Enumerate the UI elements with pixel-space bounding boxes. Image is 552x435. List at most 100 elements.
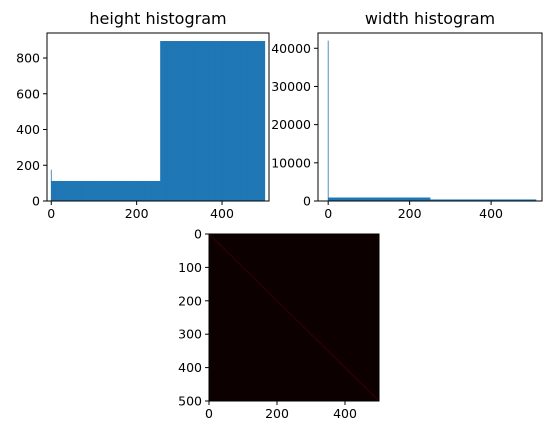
histogram-bar <box>103 180 105 201</box>
histogram-bar <box>416 197 417 201</box>
histogram-bar <box>249 41 251 201</box>
histogram-bar <box>238 41 240 201</box>
histogram-bar <box>168 41 170 201</box>
histogram-bar <box>187 41 189 201</box>
histogram-bar <box>362 197 364 201</box>
histogram-bar <box>90 180 91 201</box>
histogram-bar <box>230 41 231 201</box>
histogram-bar <box>70 180 71 201</box>
histogram-bar <box>182 41 184 201</box>
histogram-bar <box>160 41 161 201</box>
histogram-bar <box>447 199 449 201</box>
histogram-bar <box>235 41 237 201</box>
histogram-bar <box>179 41 181 201</box>
histogram-bar <box>174 41 176 201</box>
histogram-bar <box>215 41 217 201</box>
histogram-bar <box>372 197 373 201</box>
histogram-bar <box>93 180 94 201</box>
histogram-bar <box>439 199 441 201</box>
histogram-bar <box>388 197 389 201</box>
histogram-bar <box>146 180 148 201</box>
histogram-bar <box>411 197 413 201</box>
histogram-bar <box>383 197 385 201</box>
histogram-bar <box>509 199 511 201</box>
histogram-bar <box>483 199 485 201</box>
histogram-bar <box>260 41 261 201</box>
histogram-bar <box>412 197 414 201</box>
histogram-bar <box>393 197 395 201</box>
histogram-bar <box>58 180 60 201</box>
histogram-bar <box>84 180 86 201</box>
histogram-bar <box>522 199 523 201</box>
histogram-bar <box>235 41 237 201</box>
histogram-bar <box>353 197 355 201</box>
histogram-bar <box>213 41 215 201</box>
histogram-bar <box>351 197 353 201</box>
histogram-bar <box>384 197 386 201</box>
histogram-bar <box>211 41 213 201</box>
histogram-bar <box>137 180 139 201</box>
histogram-bar <box>118 180 120 201</box>
histogram-bar <box>394 197 396 201</box>
histogram-bar <box>335 197 337 201</box>
histogram-bar <box>127 180 129 201</box>
histogram-bar <box>403 197 405 201</box>
histogram-bar <box>158 180 160 201</box>
histogram-bar <box>340 197 342 201</box>
histogram-bar <box>88 180 89 201</box>
histogram-bar <box>58 180 60 201</box>
histogram-bar <box>54 180 56 201</box>
histogram-bar <box>135 180 137 201</box>
histogram-bar <box>523 199 525 201</box>
histogram-bar <box>359 197 360 201</box>
histogram-bar <box>387 197 389 201</box>
histogram-bar <box>493 199 495 201</box>
histogram-bar <box>408 197 410 201</box>
histogram-bar <box>206 41 208 201</box>
histogram-bar <box>61 180 63 201</box>
histogram-bar <box>260 41 262 201</box>
histogram-bar <box>422 197 424 201</box>
histogram-bar <box>134 180 135 201</box>
histogram-bar <box>346 197 347 201</box>
histogram-bar <box>121 180 123 201</box>
histogram-bar <box>71 180 73 201</box>
histogram-bar <box>165 41 167 201</box>
histogram-bar <box>482 199 484 201</box>
histogram-bar <box>495 199 497 201</box>
histogram-bar <box>374 197 376 201</box>
histogram-bar <box>109 180 111 201</box>
histogram-bar <box>99 180 100 201</box>
histogram-bar <box>357 197 358 201</box>
histogram-bar <box>254 41 255 201</box>
histogram-bar <box>223 41 225 201</box>
histogram-bar <box>241 41 243 201</box>
histogram-bar <box>386 197 388 201</box>
histogram-bar <box>248 41 249 201</box>
histogram-bar <box>102 180 104 201</box>
histogram-bar <box>337 197 339 201</box>
histogram-bar <box>449 199 451 201</box>
histogram-bar <box>365 197 367 201</box>
histogram-bar <box>245 41 246 201</box>
histogram-bar <box>230 41 232 201</box>
histogram-bar <box>113 180 114 201</box>
histogram-bar <box>237 41 239 201</box>
histogram-bar <box>88 180 90 201</box>
histogram-bar <box>95 180 97 201</box>
histogram-bar <box>177 41 179 201</box>
histogram-bar <box>493 199 494 201</box>
histogram-bar <box>212 41 214 201</box>
histogram-bar <box>199 41 200 201</box>
histogram-bar <box>365 197 367 201</box>
histogram-bar <box>192 41 194 201</box>
histogram-bar <box>187 41 188 201</box>
histogram-bar <box>458 199 460 201</box>
histogram-bar <box>136 180 138 201</box>
histogram-bar <box>182 41 184 201</box>
histogram-bar <box>209 41 211 201</box>
histogram-bar <box>438 199 440 201</box>
histogram-bar <box>231 41 233 201</box>
histogram-bar <box>528 199 529 201</box>
histogram-bar <box>434 199 435 201</box>
